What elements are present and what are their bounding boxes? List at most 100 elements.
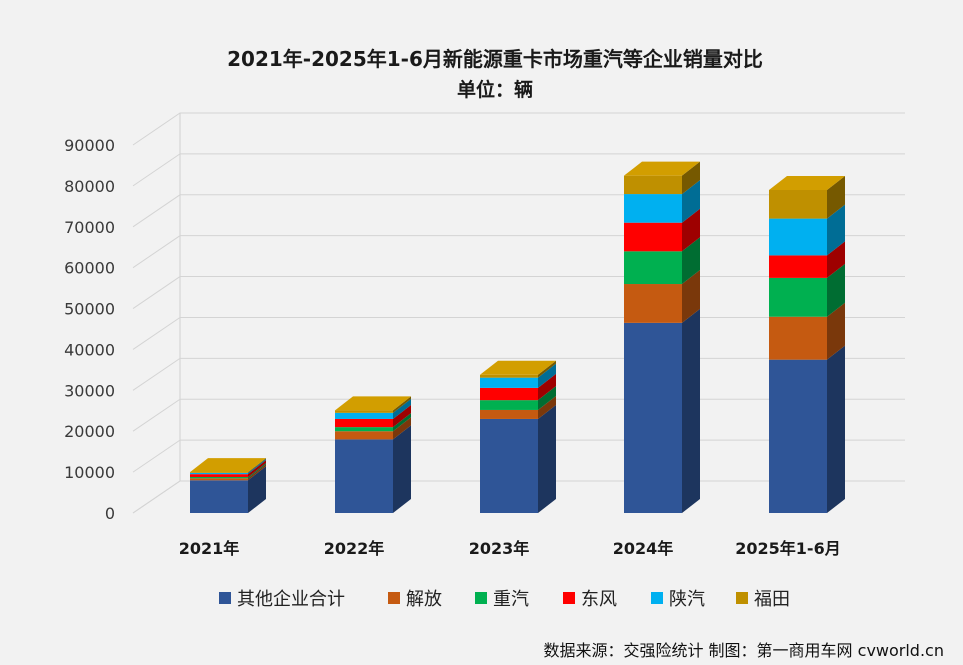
bar-front — [624, 222, 682, 252]
bar-front — [335, 439, 393, 513]
bar-side — [682, 308, 700, 513]
bar-side — [827, 263, 845, 317]
bar-top — [480, 360, 556, 375]
legend-swatch — [219, 592, 231, 604]
bar-segment — [480, 363, 556, 388]
bar-segment — [480, 404, 556, 513]
bar-front — [190, 472, 248, 475]
bar-stack — [769, 175, 845, 513]
bar-front — [769, 359, 827, 513]
y-axis: 0 10000 20000 30000 40000 50000 60000 70000 8000… — [64, 136, 115, 523]
bar-side — [538, 386, 556, 410]
gridline — [132, 153, 905, 187]
bar-segment — [335, 413, 411, 432]
x-tick-label: 2022年 — [324, 539, 385, 558]
bar-segment — [769, 345, 845, 513]
bar-segment — [624, 237, 700, 285]
bar-front — [480, 387, 538, 401]
legend-item: 福田 — [736, 589, 790, 610]
bar-front — [480, 400, 538, 410]
bar-front — [624, 284, 682, 323]
legend-swatch — [388, 592, 400, 604]
bar-front — [190, 472, 248, 473]
x-axis: 2021年 2022年 2023年 2024年 2025年1-6月 — [179, 539, 841, 558]
bar-side — [538, 360, 556, 378]
bar-side — [827, 175, 845, 219]
bar-segment — [335, 398, 411, 419]
bar-side — [248, 458, 266, 473]
legend-swatch — [563, 592, 575, 604]
bar-front — [190, 477, 248, 479]
bar-front — [624, 175, 682, 195]
x-tick-label: 2024年 — [613, 539, 674, 558]
bar-side — [393, 417, 411, 440]
legend-item: 重汽 — [475, 589, 529, 610]
legend-swatch — [736, 592, 748, 604]
bar-segment — [480, 373, 556, 401]
y-tick-label: 10000 — [64, 463, 115, 482]
bar-front — [335, 412, 393, 419]
bar-front — [480, 377, 538, 388]
bar-side — [682, 208, 700, 252]
bar-segment — [190, 460, 266, 478]
bar-segment — [769, 204, 845, 256]
bar-segment — [624, 161, 700, 195]
bar-stack — [190, 458, 266, 513]
legend: 其他企业合计 解放 重汽 东风 陕汽 福田 — [219, 589, 790, 610]
chart-subtitle: 单位：辆 — [457, 78, 533, 101]
bar-segment — [480, 386, 556, 410]
bar-side — [538, 373, 556, 401]
bar-side — [682, 161, 700, 195]
bar-segment — [190, 458, 266, 473]
bars — [190, 161, 845, 513]
gridline — [132, 112, 905, 146]
bar-side — [248, 463, 266, 479]
bar-segment — [335, 404, 411, 428]
bar-front — [335, 410, 393, 413]
bar-front — [769, 255, 827, 278]
bar-segment — [335, 417, 411, 440]
y-tick-label: 30000 — [64, 381, 115, 400]
legend-item: 解放 — [388, 589, 442, 610]
bar-front — [335, 427, 393, 432]
bar-front — [769, 277, 827, 317]
legend-label: 解放 — [406, 589, 442, 610]
bar-front — [480, 374, 538, 378]
legend-label: 其他企业合计 — [237, 589, 345, 610]
legend-label: 重汽 — [493, 589, 529, 610]
bar-side — [827, 345, 845, 513]
bar-stack — [624, 161, 700, 513]
bar-front — [769, 218, 827, 256]
y-tick-label: 90000 — [64, 136, 115, 155]
bar-side — [682, 180, 700, 223]
bar-side — [827, 241, 845, 278]
bar-front — [624, 322, 682, 513]
bar-side — [538, 404, 556, 513]
bar-segment — [624, 208, 700, 252]
bar-side — [538, 395, 556, 419]
legend-swatch — [651, 592, 663, 604]
bar-top — [769, 175, 845, 190]
bar-segment — [480, 360, 556, 378]
bar-front — [769, 316, 827, 360]
bar-segment — [190, 466, 266, 513]
bar-side — [248, 466, 266, 513]
bar-front — [624, 251, 682, 285]
bar-segment — [769, 302, 845, 360]
bar-segment — [624, 180, 700, 223]
bar-front — [335, 418, 393, 428]
y-tick-label: 20000 — [64, 422, 115, 441]
bar-segment — [480, 395, 556, 419]
bar-segment — [190, 464, 266, 481]
y-tick-label: 50000 — [64, 300, 115, 319]
bar-segment — [335, 396, 411, 413]
legend-item: 东风 — [563, 589, 617, 610]
y-tick-label: 80000 — [64, 177, 115, 196]
bar-segment — [769, 263, 845, 317]
bar-side — [827, 204, 845, 256]
bar-side — [538, 363, 556, 388]
bar-top — [624, 161, 700, 176]
x-tick-label: 2021年 — [179, 539, 240, 558]
bar-segment — [335, 425, 411, 513]
